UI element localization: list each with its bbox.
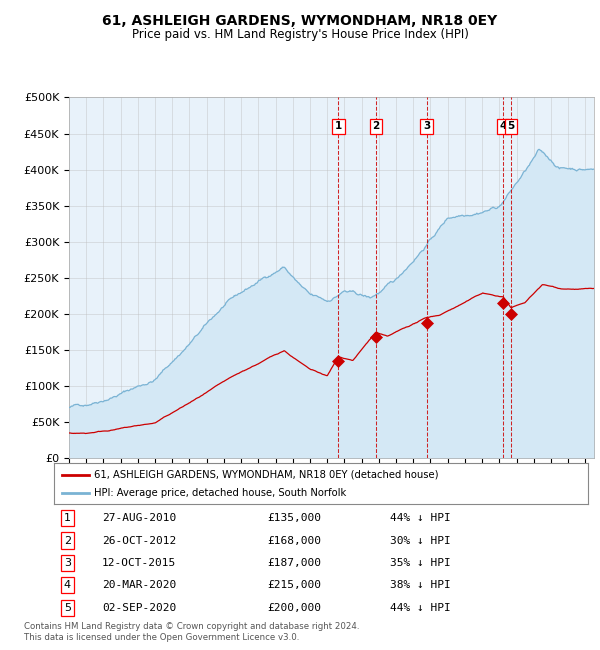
Text: 27-AUG-2010: 27-AUG-2010 bbox=[102, 514, 176, 523]
Text: HPI: Average price, detached house, South Norfolk: HPI: Average price, detached house, Sout… bbox=[94, 488, 346, 499]
Text: This data is licensed under the Open Government Licence v3.0.: This data is licensed under the Open Gov… bbox=[24, 633, 299, 642]
Text: £215,000: £215,000 bbox=[268, 580, 322, 590]
Text: 44% ↓ HPI: 44% ↓ HPI bbox=[391, 514, 451, 523]
Text: 26-OCT-2012: 26-OCT-2012 bbox=[102, 536, 176, 545]
Text: 12-OCT-2015: 12-OCT-2015 bbox=[102, 558, 176, 568]
Text: £200,000: £200,000 bbox=[268, 603, 322, 612]
Text: 1: 1 bbox=[335, 122, 342, 131]
Text: 44% ↓ HPI: 44% ↓ HPI bbox=[391, 603, 451, 612]
Text: 38% ↓ HPI: 38% ↓ HPI bbox=[391, 580, 451, 590]
Text: 2: 2 bbox=[64, 536, 71, 545]
Text: £187,000: £187,000 bbox=[268, 558, 322, 568]
Text: 61, ASHLEIGH GARDENS, WYMONDHAM, NR18 0EY: 61, ASHLEIGH GARDENS, WYMONDHAM, NR18 0E… bbox=[103, 14, 497, 29]
Text: 4: 4 bbox=[499, 122, 507, 131]
Text: 61, ASHLEIGH GARDENS, WYMONDHAM, NR18 0EY (detached house): 61, ASHLEIGH GARDENS, WYMONDHAM, NR18 0E… bbox=[94, 469, 439, 480]
Text: 02-SEP-2020: 02-SEP-2020 bbox=[102, 603, 176, 612]
Text: 3: 3 bbox=[423, 122, 430, 131]
Text: 2: 2 bbox=[372, 122, 379, 131]
Text: Contains HM Land Registry data © Crown copyright and database right 2024.: Contains HM Land Registry data © Crown c… bbox=[24, 622, 359, 631]
Text: Price paid vs. HM Land Registry's House Price Index (HPI): Price paid vs. HM Land Registry's House … bbox=[131, 28, 469, 41]
Text: 5: 5 bbox=[507, 122, 514, 131]
Text: £135,000: £135,000 bbox=[268, 514, 322, 523]
Text: 4: 4 bbox=[64, 580, 71, 590]
Text: 35% ↓ HPI: 35% ↓ HPI bbox=[391, 558, 451, 568]
Text: £168,000: £168,000 bbox=[268, 536, 322, 545]
Text: 3: 3 bbox=[64, 558, 71, 568]
Text: 30% ↓ HPI: 30% ↓ HPI bbox=[391, 536, 451, 545]
Text: 1: 1 bbox=[64, 514, 71, 523]
Text: 20-MAR-2020: 20-MAR-2020 bbox=[102, 580, 176, 590]
Text: 5: 5 bbox=[64, 603, 71, 612]
